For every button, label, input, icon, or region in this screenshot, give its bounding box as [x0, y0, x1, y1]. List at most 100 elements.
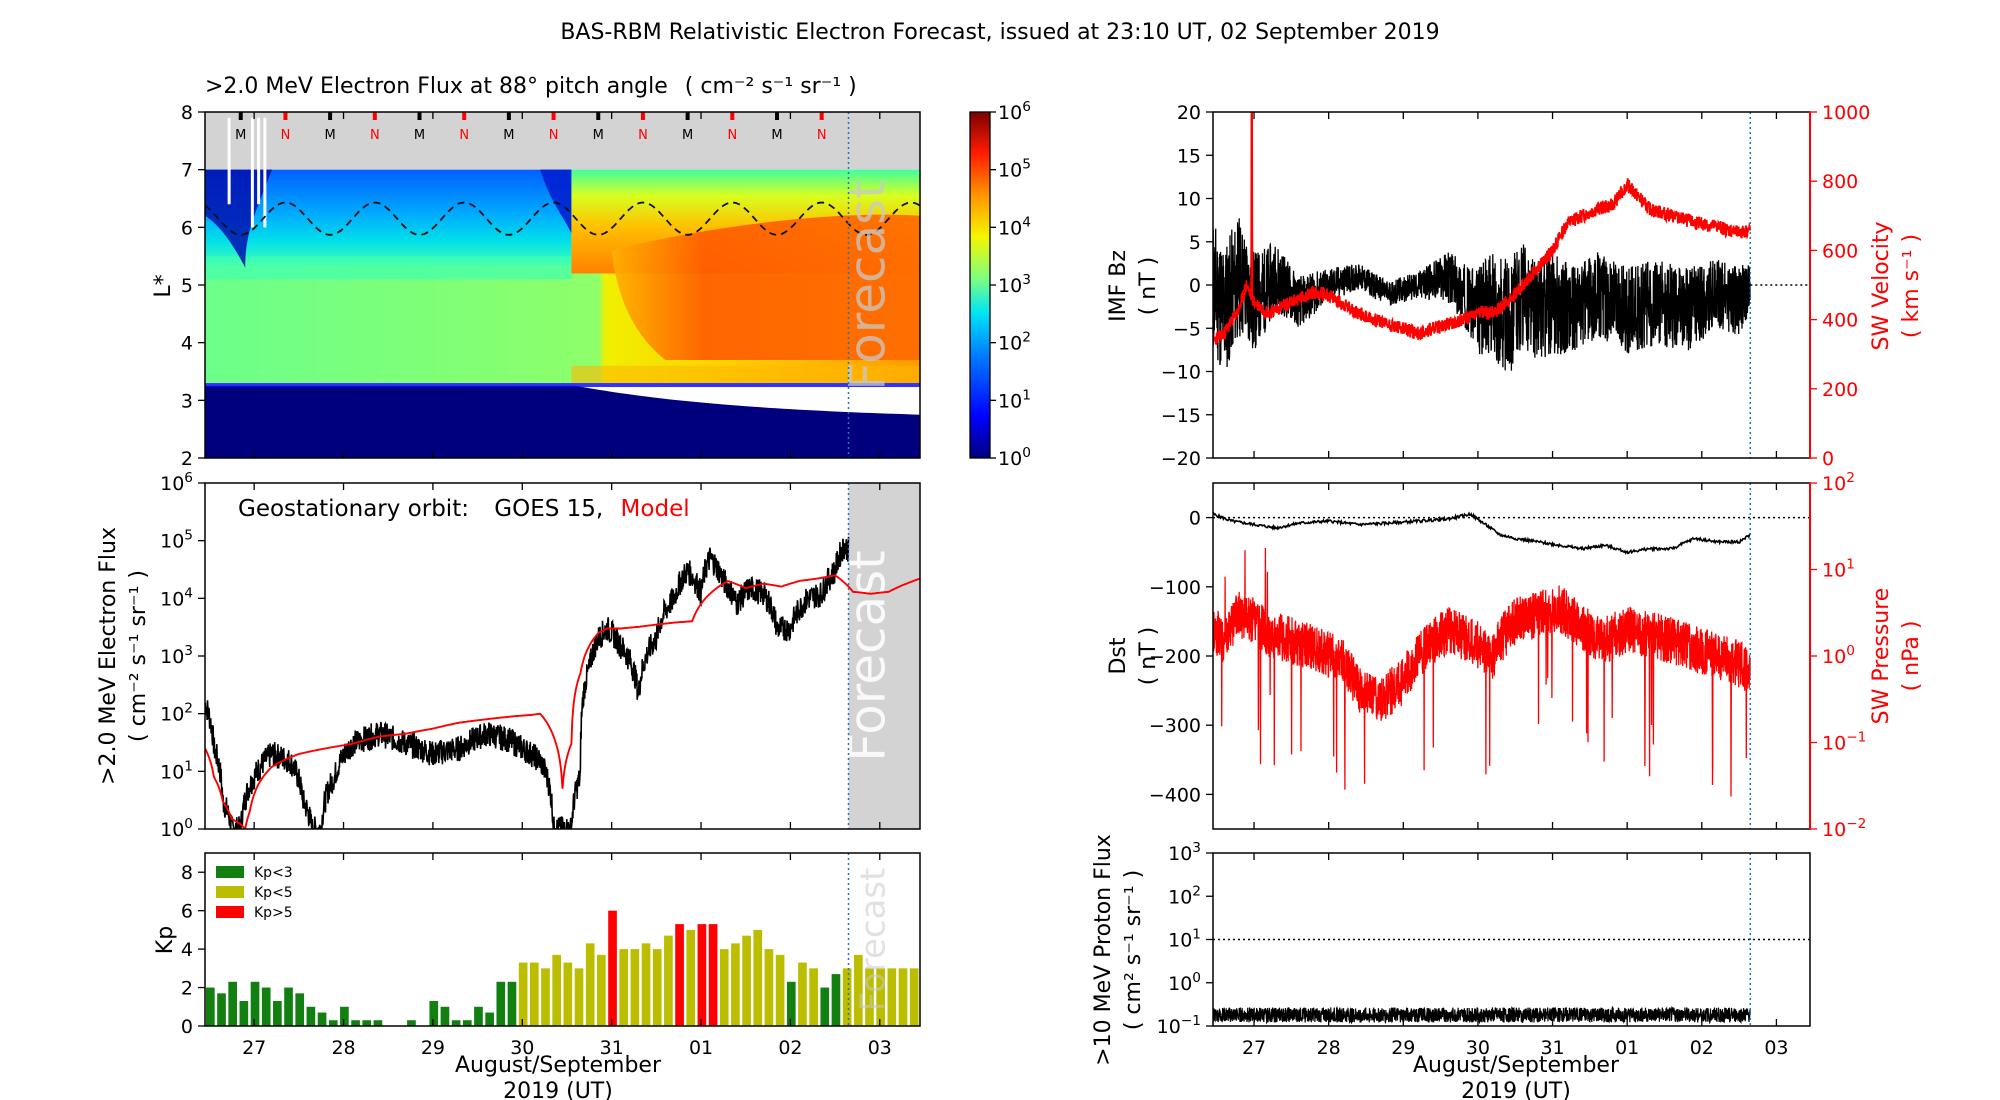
kp-bar: [462, 1020, 472, 1026]
y-tick-label: 100: [160, 816, 193, 841]
kp-bar: [887, 968, 897, 1026]
y-tick-label-base: 10: [160, 473, 184, 495]
imf-ylabel-unit: ( nT ): [1136, 257, 1161, 316]
heatmap-title-unit: ( cm⁻² s⁻¹ sr⁻¹ ): [685, 74, 857, 99]
x-tick-label: 27: [242, 1037, 266, 1059]
y-tick-label: 8: [181, 862, 193, 884]
kp-bar: [764, 949, 774, 1026]
geo-legend-sat: GOES 15,: [494, 496, 603, 522]
geo-series: [205, 536, 920, 829]
y-tick-label: 0: [1189, 508, 1201, 530]
y-tick-label: 5: [181, 275, 193, 297]
x-tick-label: 29: [421, 1037, 445, 1059]
y-tick-label-base: 10: [1168, 930, 1192, 952]
y-tick-label: 4: [181, 939, 193, 961]
y-tick-label: 100: [1168, 970, 1201, 995]
y-tick-label: 15: [1177, 145, 1201, 167]
kp-bar: [652, 949, 662, 1026]
colorbar-tick-label: 106: [998, 99, 1031, 124]
kp-bar: [597, 954, 606, 1026]
x-tick-label: 29: [1391, 1037, 1415, 1059]
kp-bar: [340, 1006, 349, 1026]
y-tick-label: −200: [1149, 646, 1201, 668]
kp-bar: [485, 1012, 494, 1026]
orbit-marker-label: N: [370, 128, 380, 143]
kp-bar: [719, 949, 729, 1026]
kp-bar: [641, 943, 651, 1026]
kp-bar: [630, 949, 640, 1026]
y-tick-label-right: 400: [1822, 310, 1858, 332]
kp-bar: [306, 1006, 316, 1026]
imf-ylabel: IMF Bz: [1106, 250, 1131, 322]
y-tick-label-right: 1000: [1822, 102, 1870, 124]
series-sw-velocity: [1213, 112, 1752, 346]
colorbar-tick-label-exp: 6: [1022, 99, 1031, 115]
heatmap-body: M N M N M N M N M N M N M N Forecast: [205, 112, 920, 458]
axes-frame: [204, 852, 921, 1027]
y-tick-label: −10: [1161, 362, 1201, 384]
x-tick-label: 02: [1690, 1037, 1714, 1059]
y-tick-label-right: 101: [1822, 557, 1855, 582]
y-tick-label: 20: [1177, 102, 1201, 124]
right-xlabel-2: 2019 (UT): [1461, 1079, 1571, 1100]
colorbar-gradient: [969, 111, 991, 459]
y-tick-label-right: 600: [1822, 240, 1858, 262]
colorbar-tick-label-base: 10: [998, 390, 1022, 412]
kp-bar: [496, 981, 506, 1026]
kp-legend-swatch-high: [216, 906, 244, 918]
x-tick-label: 31: [1540, 1037, 1564, 1059]
kp-bar: [831, 974, 841, 1026]
geo-ylabel: >2.0 MeV Electron Flux: [96, 527, 121, 785]
y-tick-label: 101: [160, 758, 193, 783]
kp-bar: [474, 1006, 483, 1026]
kp-bar: [250, 981, 260, 1026]
kp-bar: [798, 962, 807, 1026]
kp-bar: [563, 962, 573, 1026]
geo-legend-prefix: Geostationary orbit:: [238, 496, 469, 522]
y-tick-label: 0: [181, 1016, 193, 1038]
x-tick-label: 30: [1466, 1037, 1490, 1059]
y-tick-label-right-exp: 1: [1846, 557, 1855, 573]
y-tick-label-exp: −1: [1181, 1013, 1201, 1029]
y-tick-label-exp: 3: [184, 643, 193, 659]
axes-frame: [1212, 852, 1811, 1027]
kp-bar: [541, 968, 550, 1026]
y-tick-label: 3: [181, 390, 193, 412]
y-tick-label: 2: [181, 978, 193, 1000]
kp-bar: [429, 1001, 439, 1026]
orbit-marker-label: M: [771, 128, 782, 143]
forecast-shade: [848, 483, 920, 829]
y-tick-label-right: 100: [1822, 643, 1855, 668]
y-tick-label: 101: [1168, 927, 1201, 952]
x-tick-label: 31: [600, 1037, 624, 1059]
colorbar-tick-label: 102: [998, 330, 1031, 355]
geo-legend: Geostationary orbit: GOES 15, Model: [238, 496, 690, 522]
orbit-marker-label: N: [459, 128, 469, 143]
kp-bar: [675, 924, 684, 1026]
series-goes15: [205, 536, 850, 829]
kp-bar: [261, 987, 271, 1026]
y-tick-label-base: 10: [1168, 886, 1192, 908]
y-tick-label-right: 10−2: [1822, 816, 1866, 841]
orbit-marker-label: M: [503, 128, 514, 143]
orbit-marker-label: N: [727, 128, 737, 143]
series-proton-flux: [1213, 1005, 1751, 1025]
kp-bar: [362, 1020, 372, 1026]
kp-bar: [451, 1020, 461, 1026]
dst-ylabel-unit: ( nT ): [1136, 627, 1161, 686]
kp-bar: [876, 968, 885, 1026]
y-tick-label-right-exp: −1: [1846, 730, 1866, 746]
y-tick-label: −300: [1149, 715, 1201, 737]
y-tick-label-exp: 3: [1192, 840, 1201, 856]
kp-legend-low: Kp<3: [254, 865, 293, 881]
kp-bar: [351, 1020, 360, 1026]
y-tick-label-exp: 0: [1192, 970, 1201, 986]
outer-belt-edge: [205, 256, 572, 280]
y-tick-label-base: 10: [1157, 1016, 1181, 1038]
kp-bar: [206, 987, 215, 1026]
kp-bar: [574, 968, 584, 1026]
y-tick-label: 102: [1168, 883, 1201, 908]
kp-bar: [865, 968, 874, 1026]
